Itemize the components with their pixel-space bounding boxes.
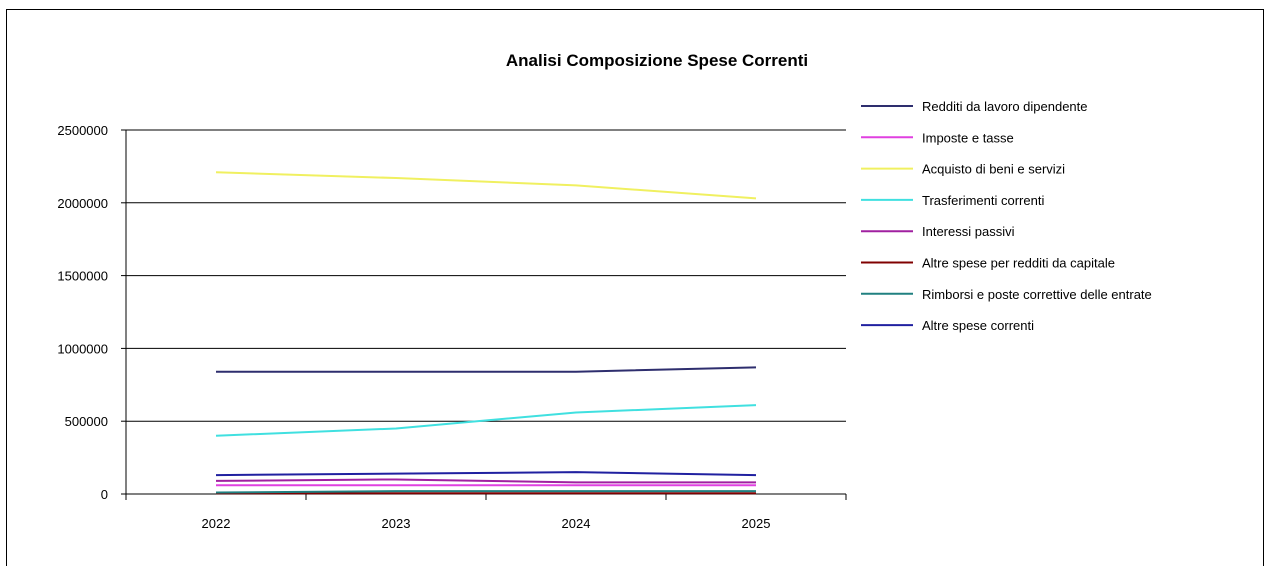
x-tick-label: 2022 (202, 516, 231, 531)
x-tick-label: 2023 (382, 516, 411, 531)
x-axis-ticks: 2022 2023 2024 2025 (125, 494, 847, 531)
legend-label: Rimborsi e poste correttive delle entrat… (922, 287, 1152, 302)
legend-label: Redditi da lavoro dipendente (922, 99, 1088, 114)
chart-title: Analisi Composizione Spese Correnti (506, 51, 808, 70)
legend-label: Imposte e tasse (922, 130, 1014, 145)
series-line-7 (215, 490, 756, 494)
series-line-5 (215, 478, 756, 484)
legend-label: Altre spese per redditi da capitale (922, 256, 1115, 271)
y-tick-label: 500000 (65, 414, 108, 429)
axes (125, 130, 846, 495)
series-line-1 (216, 366, 757, 373)
series-lines (215, 171, 757, 495)
legend-label: Interessi passivi (922, 224, 1015, 239)
y-tick-label: 1500000 (57, 269, 108, 284)
y-tick-label: 1000000 (57, 341, 108, 356)
legend-label: Acquisto di beni e servizi (922, 162, 1065, 177)
legend: Redditi da lavoro dipendente Imposte e ta… (861, 99, 1152, 333)
legend-label: Trasferimenti correnti (922, 193, 1044, 208)
x-tick-label: 2025 (742, 516, 771, 531)
x-tick-label: 2024 (562, 516, 591, 531)
series-line-3 (215, 171, 757, 200)
y-axis-ticks: 0 500000 1000000 1500000 2000000 2500000 (57, 123, 126, 502)
legend-label: Altre spese correnti (922, 318, 1034, 333)
series-line-8 (215, 471, 757, 477)
series-line-4 (215, 404, 757, 437)
y-tick-label: 2000000 (57, 196, 108, 211)
y-tick-label: 2500000 (57, 123, 108, 138)
y-tick-label: 0 (101, 487, 108, 502)
